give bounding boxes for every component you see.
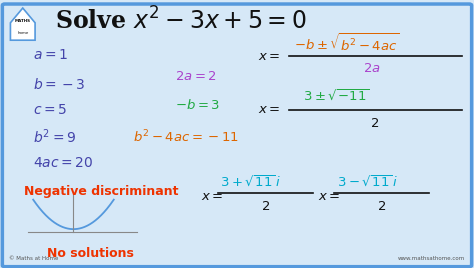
Text: $a = 1$: $a = 1$	[33, 48, 68, 62]
Text: $2a$: $2a$	[363, 62, 381, 75]
Text: $x=$: $x=$	[201, 191, 224, 203]
Text: Negative discriminant: Negative discriminant	[24, 185, 178, 198]
FancyBboxPatch shape	[2, 4, 472, 267]
Text: © Maths at Home: © Maths at Home	[9, 256, 59, 261]
Text: $3 \pm \sqrt{-11}$: $3 \pm \sqrt{-11}$	[303, 89, 370, 104]
Text: $b^2-4ac = -11$: $b^2-4ac = -11$	[133, 128, 239, 145]
Text: $-b \pm \sqrt{b^2-4ac}$: $-b \pm \sqrt{b^2-4ac}$	[294, 32, 399, 54]
Text: $2$: $2$	[377, 200, 386, 213]
Text: No solutions: No solutions	[47, 247, 134, 260]
Text: $2$: $2$	[370, 117, 379, 130]
Text: $c = 5$: $c = 5$	[33, 103, 67, 117]
Text: $3-\sqrt{11}\,i$: $3-\sqrt{11}\,i$	[337, 175, 398, 190]
Text: $2$: $2$	[261, 200, 270, 213]
Text: MATHS: MATHS	[15, 20, 31, 23]
Text: $2a = 2$: $2a = 2$	[175, 70, 217, 83]
Text: home: home	[17, 31, 28, 35]
Text: $b = -3$: $b = -3$	[33, 77, 86, 92]
Text: $-b = 3$: $-b = 3$	[175, 98, 220, 111]
Text: $x=$: $x=$	[318, 191, 340, 203]
Text: www.mathsathome.com: www.mathsathome.com	[397, 256, 465, 261]
Text: $4ac = 20$: $4ac = 20$	[33, 157, 94, 170]
Polygon shape	[10, 8, 35, 40]
Text: $x=$: $x=$	[258, 50, 281, 63]
Text: $b^2 = 9$: $b^2 = 9$	[33, 127, 76, 146]
Text: $x=$: $x=$	[258, 103, 281, 116]
Text: $3+\sqrt{11}\,i$: $3+\sqrt{11}\,i$	[220, 175, 282, 190]
Text: Solve $x^2-3x+5=0$: Solve $x^2-3x+5=0$	[55, 8, 306, 35]
